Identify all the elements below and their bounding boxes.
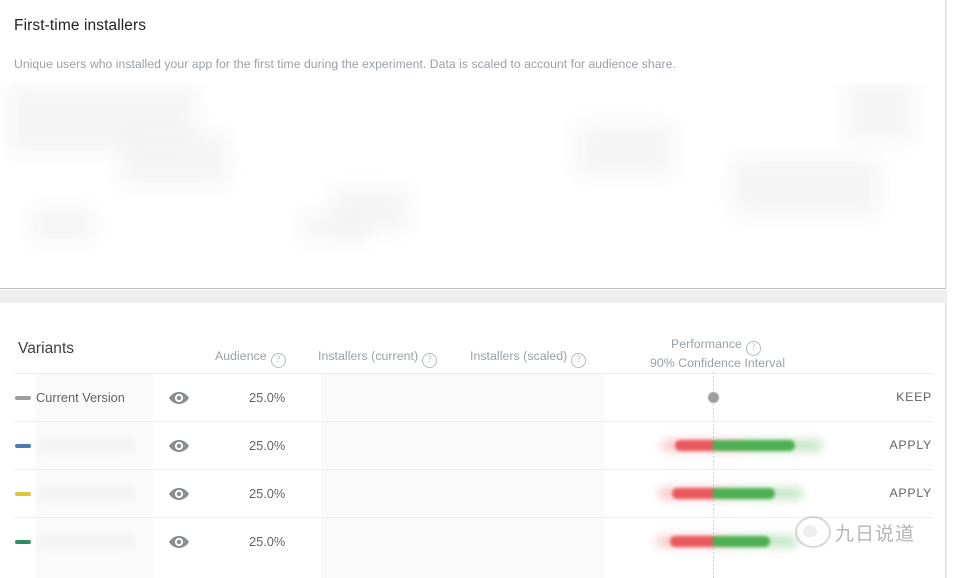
column-band-visibility [153,374,321,578]
apply-button[interactable]: APPLY [889,486,932,500]
confidence-interval-positive [713,440,795,451]
variant-name-redacted [38,439,134,452]
confidence-interval-bar [670,536,770,547]
column-band-installers-current [321,374,467,578]
variant-color-swatch [15,444,31,448]
performance-interval-column [604,372,861,578]
variant-name-redacted [38,487,134,500]
zero-baseline [713,372,714,578]
help-icon[interactable]: ? [745,341,761,356]
table-row[interactable]: 25.0% APPLY [0,422,946,470]
confidence-interval-bar [675,440,795,451]
table-row[interactable]: 25.0% APPLY [0,470,946,518]
eye-icon[interactable] [168,483,190,505]
table-row[interactable]: Current Version 25.0% KEEP [0,374,946,422]
column-header-audience: Audience? [215,349,286,368]
eye-icon[interactable] [168,531,190,553]
eye-icon[interactable] [168,435,190,457]
variant-color-swatch [15,540,31,544]
confidence-interval-bar [672,488,775,499]
apply-button[interactable]: APPLY [889,438,932,452]
first-time-installers-card: First-time installers Unique users who i… [0,0,946,289]
column-header-performance-subtitle: 90% Confidence Interval [650,356,786,370]
confidence-interval-negative [675,440,713,451]
current-version-marker [708,392,719,403]
row-divider [14,421,932,422]
confidence-interval-positive [713,488,775,499]
column-header-audience-label: Audience [215,349,267,363]
column-header-installers-scaled-label: Installers (scaled) [470,349,568,363]
column-header-performance-label: Performance [671,337,742,351]
confidence-interval-negative [672,488,713,499]
help-icon[interactable]: ? [270,353,286,368]
watermark: 九日说道 [795,512,947,554]
variant-name-redacted [38,535,134,548]
variant-color-swatch [15,492,31,496]
column-band-installers-scaled [467,374,604,578]
confidence-interval-positive [713,536,770,547]
watermark-text: 九日说道 [835,523,916,545]
audience-share-value: 25.0% [249,438,286,453]
audience-share-value: 25.0% [249,390,286,405]
keep-button[interactable]: KEEP [896,390,932,404]
table-header-row: Variants Audience? Installers (current)?… [0,303,946,374]
variant-color-swatch [15,396,31,400]
audience-share-value: 25.0% [249,534,286,549]
column-header-installers-scaled: Installers (scaled)? [470,349,587,368]
installers-chart-redacted [0,82,946,278]
variant-name: Current Version [36,390,125,405]
column-header-variants: Variants [18,340,75,357]
row-divider [14,469,932,470]
section-divider [0,290,959,304]
bird-logo-icon [795,516,831,548]
help-icon[interactable]: ? [422,353,438,368]
header-divider [14,373,932,374]
help-icon[interactable]: ? [571,353,587,368]
row-divider [14,517,932,518]
audience-share-value: 25.0% [249,486,286,501]
table-row[interactable]: 25.0% [0,518,946,566]
confidence-interval-negative [670,536,713,547]
column-header-installers-current: Installers (current)? [318,349,438,368]
column-header-performance: Performance? [671,337,761,356]
page-right-gutter [946,0,959,578]
page-title: First-time installers [14,17,147,34]
card-description: Unique users who installed your app for … [14,57,676,71]
variants-table-card: Variants Audience? Installers (current)?… [0,303,946,578]
eye-icon[interactable] [168,387,190,409]
column-header-installers-current-label: Installers (current) [318,349,419,363]
